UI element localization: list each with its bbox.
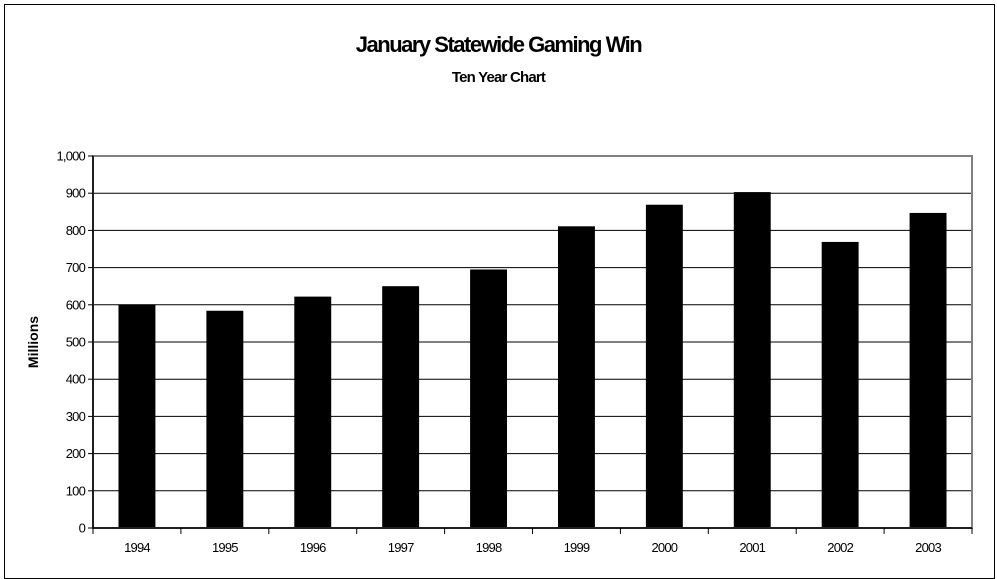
- bar-2002: [821, 241, 859, 528]
- y-tick-label: 200: [66, 446, 86, 461]
- bar-1995: [206, 310, 244, 528]
- x-tick-label: 1997: [388, 540, 414, 555]
- bar-1994: [118, 304, 156, 528]
- x-tick-label: 2003: [915, 540, 941, 555]
- bar-2000: [645, 204, 683, 528]
- y-tick-label: 600: [66, 297, 86, 312]
- x-tick-label: 1995: [212, 540, 238, 555]
- y-axis-ticks: 0 100 200 300 400 500 600 700 800 900 1,000: [56, 149, 93, 536]
- bars: [118, 192, 947, 529]
- y-tick-label: 800: [66, 223, 86, 238]
- y-tick-label: 500: [66, 335, 86, 350]
- y-axis-title: Millions: [25, 316, 41, 368]
- x-tick-label: 1994: [124, 540, 150, 555]
- y-tick-label: 400: [66, 372, 86, 387]
- y-tick-label: 300: [66, 409, 86, 424]
- y-tick-label: 1,000: [56, 149, 85, 164]
- bar-2001: [733, 192, 771, 529]
- y-tick-label: 100: [66, 483, 86, 498]
- bar-1999: [557, 226, 595, 529]
- x-tick-label: 1999: [564, 540, 590, 555]
- x-tick-label: 1996: [300, 540, 326, 555]
- chart-subtitle: Ten Year Chart: [451, 69, 546, 86]
- x-tick-label: 1998: [476, 540, 502, 555]
- y-tick-label: 0: [79, 521, 86, 536]
- x-tick-label: 2000: [651, 540, 677, 555]
- x-tick-label: 2001: [739, 540, 765, 555]
- x-tick-label: 2002: [827, 540, 853, 555]
- bar-1996: [294, 296, 332, 528]
- x-axis-ticks: 1994 1995 1996 1997 1998 1999 2000 2001 2002 2003: [92, 528, 973, 555]
- y-tick-label: 700: [66, 260, 86, 275]
- bar-1997: [382, 286, 420, 528]
- bar-2003: [909, 212, 947, 528]
- bar-1998: [470, 269, 508, 528]
- chart-title: January Statewide Gaming Win: [355, 32, 643, 57]
- y-tick-label: 900: [66, 186, 86, 201]
